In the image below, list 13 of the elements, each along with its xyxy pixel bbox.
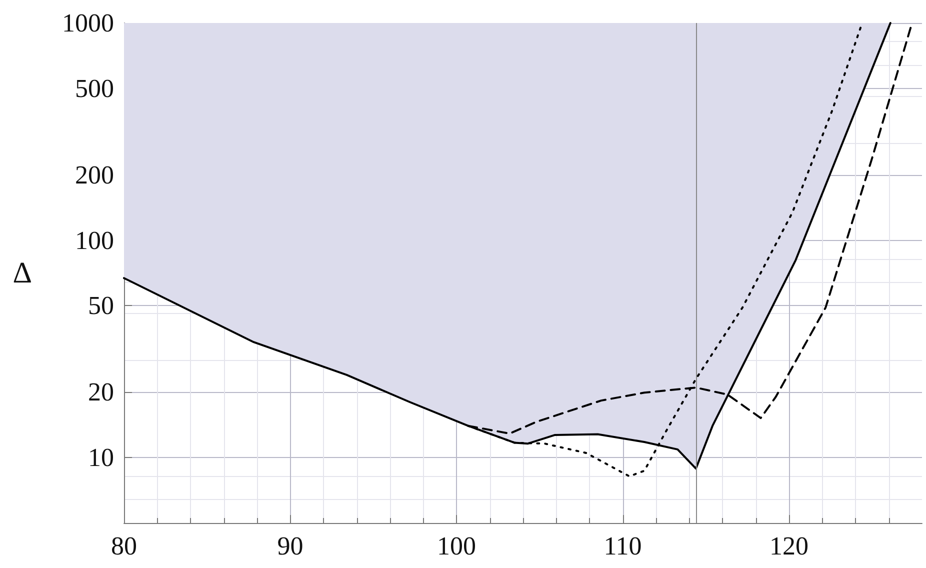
y-tick-label: 50	[88, 291, 114, 320]
y-tick-label: 10	[88, 443, 114, 472]
y-tick-label: 200	[75, 160, 114, 190]
x-tick-label: 90	[277, 532, 304, 560]
x-tick-label: 110	[604, 532, 642, 560]
y-tick-label: 100	[75, 226, 114, 255]
x-tick-label: 80	[111, 532, 137, 560]
y-axis-title: Δ	[12, 256, 32, 290]
y-tick-label: 500	[75, 74, 114, 103]
y-tick-label: 1000	[62, 8, 114, 38]
x-tick-label: 120	[770, 532, 808, 560]
y-tick-label: 20	[88, 378, 114, 407]
x-tick-label: 100	[437, 532, 476, 560]
